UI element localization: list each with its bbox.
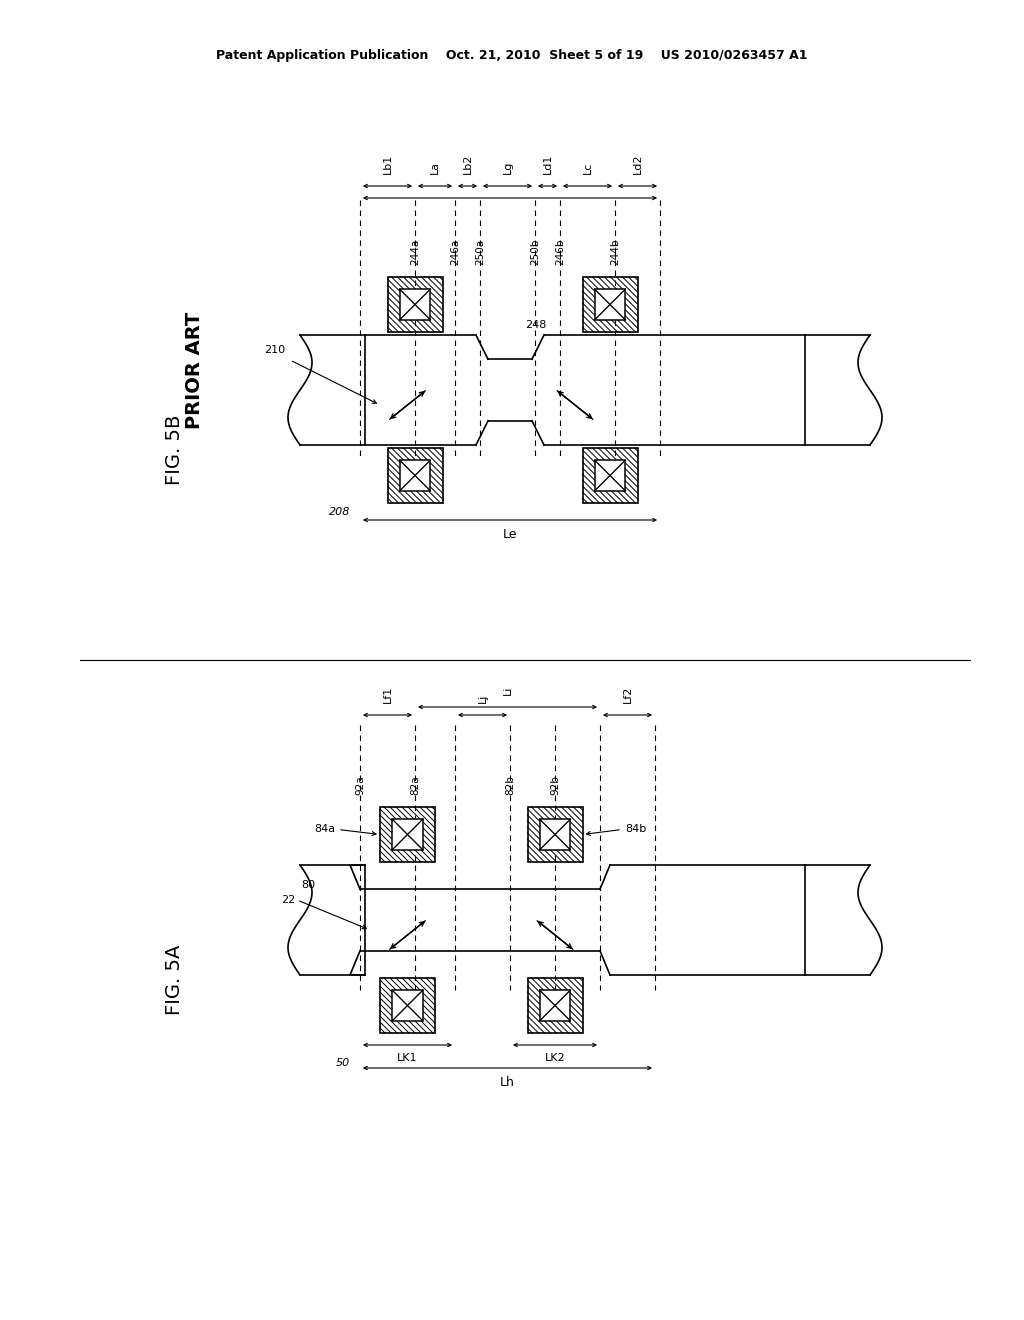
- Text: 22: 22: [281, 895, 295, 906]
- Text: 248: 248: [525, 319, 547, 330]
- Text: Lb1: Lb1: [383, 153, 392, 174]
- Bar: [399, 461, 430, 491]
- Text: La: La: [430, 161, 440, 174]
- Text: 82b: 82b: [505, 775, 515, 795]
- Bar: [392, 990, 423, 1020]
- Bar: [387, 447, 442, 503]
- Bar: [595, 289, 626, 319]
- Text: Lg: Lg: [503, 161, 512, 174]
- Text: 246b: 246b: [555, 239, 565, 265]
- Text: 80: 80: [301, 880, 315, 890]
- Text: Lh: Lh: [500, 1076, 515, 1089]
- Text: Ld2: Ld2: [633, 153, 642, 174]
- Text: Ld1: Ld1: [543, 153, 553, 174]
- Text: PRIOR ART: PRIOR ART: [185, 312, 205, 429]
- Text: 92b: 92b: [550, 775, 560, 795]
- Text: FIG. 5A: FIG. 5A: [166, 945, 184, 1015]
- Bar: [540, 820, 570, 850]
- Text: LK1: LK1: [397, 1053, 418, 1063]
- Text: Lj: Lj: [477, 693, 487, 704]
- Text: 84b: 84b: [625, 825, 646, 834]
- Bar: [595, 461, 626, 491]
- Text: LK2: LK2: [545, 1053, 565, 1063]
- Text: Patent Application Publication    Oct. 21, 2010  Sheet 5 of 19    US 2010/026345: Patent Application Publication Oct. 21, …: [216, 49, 808, 62]
- Text: 208: 208: [329, 507, 350, 517]
- Bar: [583, 277, 638, 333]
- Bar: [380, 978, 435, 1034]
- Text: 92a: 92a: [355, 775, 365, 795]
- Text: 50: 50: [336, 1059, 350, 1068]
- Text: Lf1: Lf1: [383, 686, 392, 704]
- Text: Lc: Lc: [583, 161, 593, 174]
- Text: 246a: 246a: [450, 239, 460, 265]
- Bar: [387, 277, 442, 333]
- Bar: [392, 820, 423, 850]
- Text: Li: Li: [503, 685, 512, 696]
- Text: 210: 210: [264, 345, 285, 355]
- Text: 244a: 244a: [410, 239, 420, 265]
- Text: Le: Le: [503, 528, 517, 541]
- Bar: [540, 990, 570, 1020]
- Text: Lf2: Lf2: [623, 685, 633, 704]
- Bar: [583, 447, 638, 503]
- Text: 244b: 244b: [610, 239, 620, 265]
- Bar: [527, 978, 583, 1034]
- Bar: [399, 289, 430, 319]
- Text: 82a: 82a: [410, 775, 420, 795]
- Text: 250a: 250a: [475, 239, 485, 265]
- Text: 84a: 84a: [314, 825, 335, 834]
- Text: Lb2: Lb2: [463, 153, 472, 174]
- Text: 250b: 250b: [530, 239, 540, 265]
- Text: FIG. 5B: FIG. 5B: [166, 414, 184, 486]
- Bar: [527, 807, 583, 862]
- Bar: [380, 807, 435, 862]
